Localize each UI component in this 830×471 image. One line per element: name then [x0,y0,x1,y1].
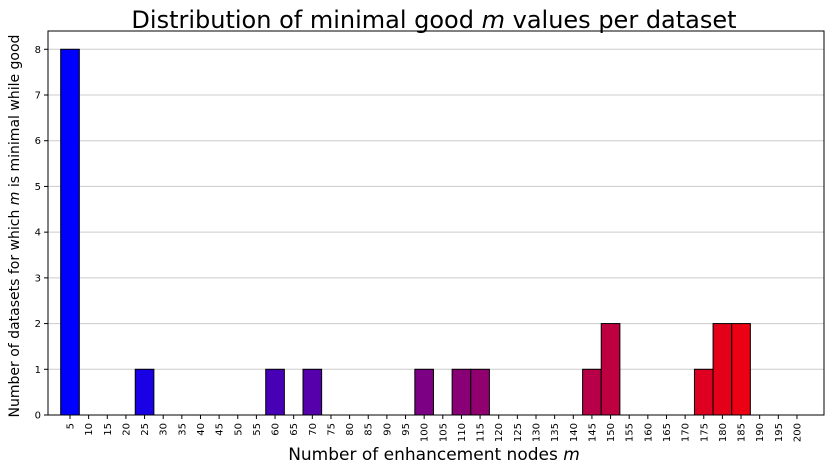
x-tick-label-90: 90 [382,423,393,436]
x-tick-label-80: 80 [345,423,356,436]
bar-110 [451,368,472,416]
x-tick-label-150: 150 [606,423,617,442]
chart-title: Distribution of minimal good m values pe… [131,6,736,34]
x-tick-label-55: 55 [252,423,263,436]
x-tick-label-135: 135 [550,423,561,442]
x-tick-label-95: 95 [401,423,412,436]
x-axis-ticks: 5 10 15 20 25 30 35 40 45 50 55 60 65 70 75 80 85 90 95 100… [66,415,803,442]
x-tick-label-25: 25 [140,423,151,436]
x-tick-label-190: 190 [755,423,766,442]
x-tick-label-20: 20 [121,423,132,436]
bar-100 [414,368,434,416]
y-tick-label: 3 [35,273,41,284]
x-tick-label-5: 5 [66,423,77,429]
x-tick-label-15: 15 [103,423,114,436]
x-tick-label-185: 185 [737,423,748,442]
x-tick-label-105: 105 [438,423,449,442]
bar-70 [302,368,323,416]
x-tick-label-115: 115 [476,423,487,442]
x-tick-label-140: 140 [569,423,580,442]
bar-25 [134,368,155,416]
x-tick-label-70: 70 [308,423,319,436]
x-tick-label-50: 50 [233,423,244,436]
x-tick-label-10: 10 [84,423,95,436]
y-tick-label: 0 [35,411,41,422]
y-tick-label: 2 [35,319,41,330]
plot-frame [47,30,825,416]
x-tick-label-130: 130 [532,423,543,442]
x-tick-label-125: 125 [513,423,524,442]
x-tick-label-145: 145 [587,423,598,442]
bar-115 [470,368,490,416]
bar-185 [731,323,751,416]
x-tick-label-180: 180 [718,423,729,442]
x-tick-label-120: 120 [494,423,505,442]
x-tick-label-30: 30 [159,423,170,436]
y-tick-label: 8 [35,45,41,56]
x-tick-label-65: 65 [289,423,300,436]
y-axis-ticks: 0 1 2 3 4 5 6 7 8 [35,45,48,422]
x-axis-title: Number of enhancement nodes m [288,445,580,465]
y-tick-label: 6 [35,136,41,147]
x-tick-label-160: 160 [643,423,654,442]
bar-145 [582,368,602,416]
x-tick-label-100: 100 [420,423,431,442]
x-tick-label-175: 175 [699,423,710,442]
bar-150 [600,323,621,416]
x-tick-label-170: 170 [681,423,692,442]
bar-175 [693,368,714,416]
bar-180 [712,323,733,416]
y-tick-label: 4 [35,228,41,239]
x-tick-label-45: 45 [215,423,226,436]
x-tick-label-165: 165 [662,423,673,442]
x-tick-label-35: 35 [177,423,188,436]
x-tick-label-75: 75 [326,423,337,436]
x-tick-label-195: 195 [774,423,785,442]
gridlines [48,48,824,416]
y-tick-label: 1 [35,365,41,376]
x-tick-label-110: 110 [457,423,468,442]
x-tick-label-155: 155 [625,423,636,442]
y-axis-title: Number of datasets for which m is minima… [7,35,23,418]
bar-5 [60,48,80,416]
y-tick-label: 7 [35,91,41,102]
bars [60,48,751,416]
y-tick-label: 5 [35,182,41,193]
x-tick-label-200: 200 [792,423,803,442]
bar-60 [265,368,285,416]
x-tick-label-40: 40 [196,423,207,436]
x-tick-label-60: 60 [271,423,282,436]
x-tick-label-85: 85 [364,423,375,436]
